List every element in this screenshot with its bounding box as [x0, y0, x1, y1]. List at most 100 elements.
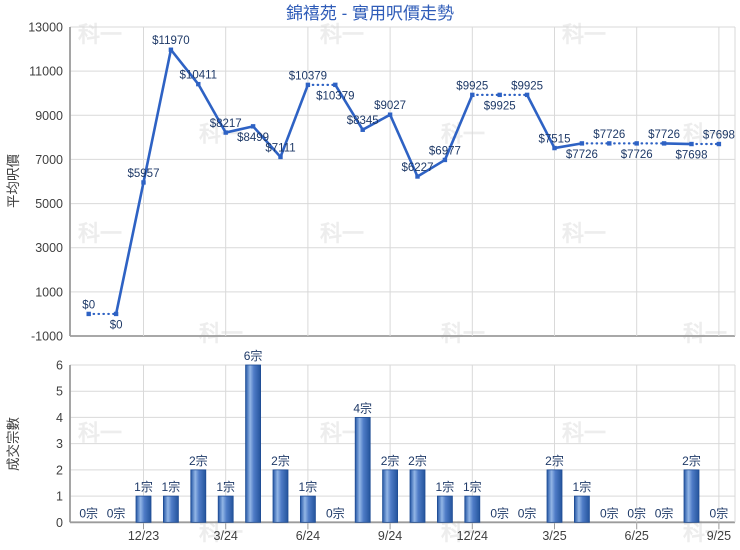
- volume-bar: [217, 495, 234, 523]
- price-line-segment: [197, 83, 227, 134]
- volume-bar: [135, 495, 152, 523]
- volume-bar-label: 1宗: [299, 479, 318, 494]
- volume-bar-label: 1宗: [134, 479, 153, 494]
- price-point-marker: [579, 141, 585, 146]
- volume-bar: [436, 495, 453, 523]
- price-point-marker: [113, 311, 119, 317]
- volume-bar-label: 0宗: [710, 505, 729, 520]
- x-axis-tick-label: 9/25: [707, 529, 731, 543]
- price-point-marker: [552, 145, 557, 151]
- volume-bar: [464, 495, 481, 523]
- volume-bar-label: 1宗: [216, 479, 235, 494]
- volume-bar-label: 1宗: [162, 479, 181, 494]
- price-line-segment: [225, 125, 254, 134]
- volume-bar-label: 2宗: [545, 453, 564, 468]
- volume-bar: [546, 469, 563, 523]
- price-point-marker: [168, 47, 174, 52]
- watermark-text: 科一: [441, 520, 485, 545]
- price-y-tick-label: 13000: [28, 21, 63, 35]
- watermark-text: 科一: [441, 321, 485, 346]
- price-point-label: $9925: [456, 80, 488, 92]
- price-point-label: $9925: [484, 100, 516, 112]
- watermark-text: 科一: [562, 221, 606, 246]
- price-point-label: $0: [82, 299, 95, 311]
- price-axis-title: 平均呎價: [6, 154, 21, 208]
- volume-bar: [272, 469, 289, 523]
- price-point-label: $9925: [511, 80, 543, 92]
- price-point-marker: [86, 311, 91, 317]
- price-point-label: $7111: [265, 142, 295, 154]
- volume-bar-label: 1宗: [463, 479, 482, 494]
- x-axis-tick-label: 3/24: [214, 529, 238, 543]
- watermark-text: 科一: [320, 221, 364, 246]
- watermark-text: 科一: [199, 321, 243, 346]
- price-line-segment: [525, 94, 556, 149]
- price-line-segment: [443, 94, 474, 161]
- price-point-marker: [470, 92, 475, 98]
- price-point-marker: [141, 180, 146, 185]
- price-point-marker: [305, 82, 311, 88]
- price-point-marker: [661, 141, 667, 146]
- price-point-label: $6977: [429, 145, 461, 157]
- volume-bar-label: 2宗: [682, 453, 701, 468]
- price-point-marker: [497, 92, 502, 98]
- price-point-label: $7726: [566, 149, 598, 161]
- watermark-text: 科一: [562, 420, 606, 445]
- volume-bar: [382, 469, 399, 523]
- volume-y-tick-label: 5: [56, 385, 63, 399]
- volume-bar: [409, 469, 426, 523]
- volume-bar: [245, 364, 262, 523]
- price-point-label: $8499: [237, 132, 269, 144]
- price-point-label: $7726: [593, 129, 625, 141]
- price-point-label: $7698: [676, 150, 708, 162]
- volume-bar-label: 6宗: [244, 348, 263, 363]
- price-point-label: $10379: [316, 90, 354, 102]
- volume-axis-title: 成交宗數: [5, 417, 21, 471]
- x-axis-tick-label: 12/24: [457, 529, 488, 543]
- price-point-label: $7515: [539, 134, 571, 146]
- price-line-segment: [252, 125, 282, 158]
- price-y-tick-label: 7000: [35, 153, 63, 167]
- x-axis-tick-label: 12/23: [128, 529, 159, 543]
- volume-bar: [574, 495, 590, 523]
- price-line-segment: [388, 114, 419, 178]
- volume-bar: [190, 469, 207, 523]
- price-y-tick-label: 1000: [35, 285, 63, 299]
- watermark-text: 科一: [562, 22, 606, 47]
- volume-bar-label: 2宗: [381, 453, 400, 468]
- volume-bar: [354, 417, 371, 523]
- price-point-label: $7726: [621, 149, 653, 161]
- watermark-text: 科一: [441, 122, 485, 147]
- watermark-text: 科一: [78, 420, 122, 445]
- price-point-label: $0: [110, 319, 123, 331]
- price-point-label: $8217: [210, 118, 242, 130]
- watermark-text: 科一: [78, 22, 122, 47]
- volume-y-tick-label: 6: [56, 359, 63, 373]
- price-point-marker: [278, 154, 283, 160]
- price-y-tick-label: 3000: [35, 241, 63, 255]
- volume-bar-label: 0宗: [627, 505, 646, 520]
- price-y-tick-label: -1000: [31, 330, 63, 344]
- volume-bar-label: 0宗: [79, 505, 98, 520]
- price-point-marker: [689, 141, 694, 147]
- price-point-label: $10411: [180, 70, 218, 82]
- volume-bar-label: 0宗: [655, 505, 674, 520]
- price-point-label: $7726: [648, 129, 680, 141]
- price-y-tick-label: 5000: [35, 197, 63, 211]
- price-line-segment: [169, 48, 200, 85]
- price-line-segment: [362, 113, 391, 131]
- price-point-marker: [250, 124, 256, 129]
- price-point-marker: [415, 174, 420, 179]
- price-point-marker: [223, 130, 228, 135]
- volume-y-tick-label: 3: [56, 437, 63, 451]
- price-point-marker: [716, 141, 722, 147]
- watermark-text: 科一: [683, 321, 727, 346]
- price-point-marker: [387, 112, 393, 117]
- volume-bar-label: 4宗: [353, 400, 372, 415]
- volume-bar-label: 0宗: [107, 505, 126, 520]
- price-point-marker: [442, 157, 448, 163]
- volume-bar-label: 0宗: [518, 505, 537, 520]
- volume-bar-label: 2宗: [271, 453, 290, 468]
- volume-bar-label: 1宗: [436, 479, 455, 494]
